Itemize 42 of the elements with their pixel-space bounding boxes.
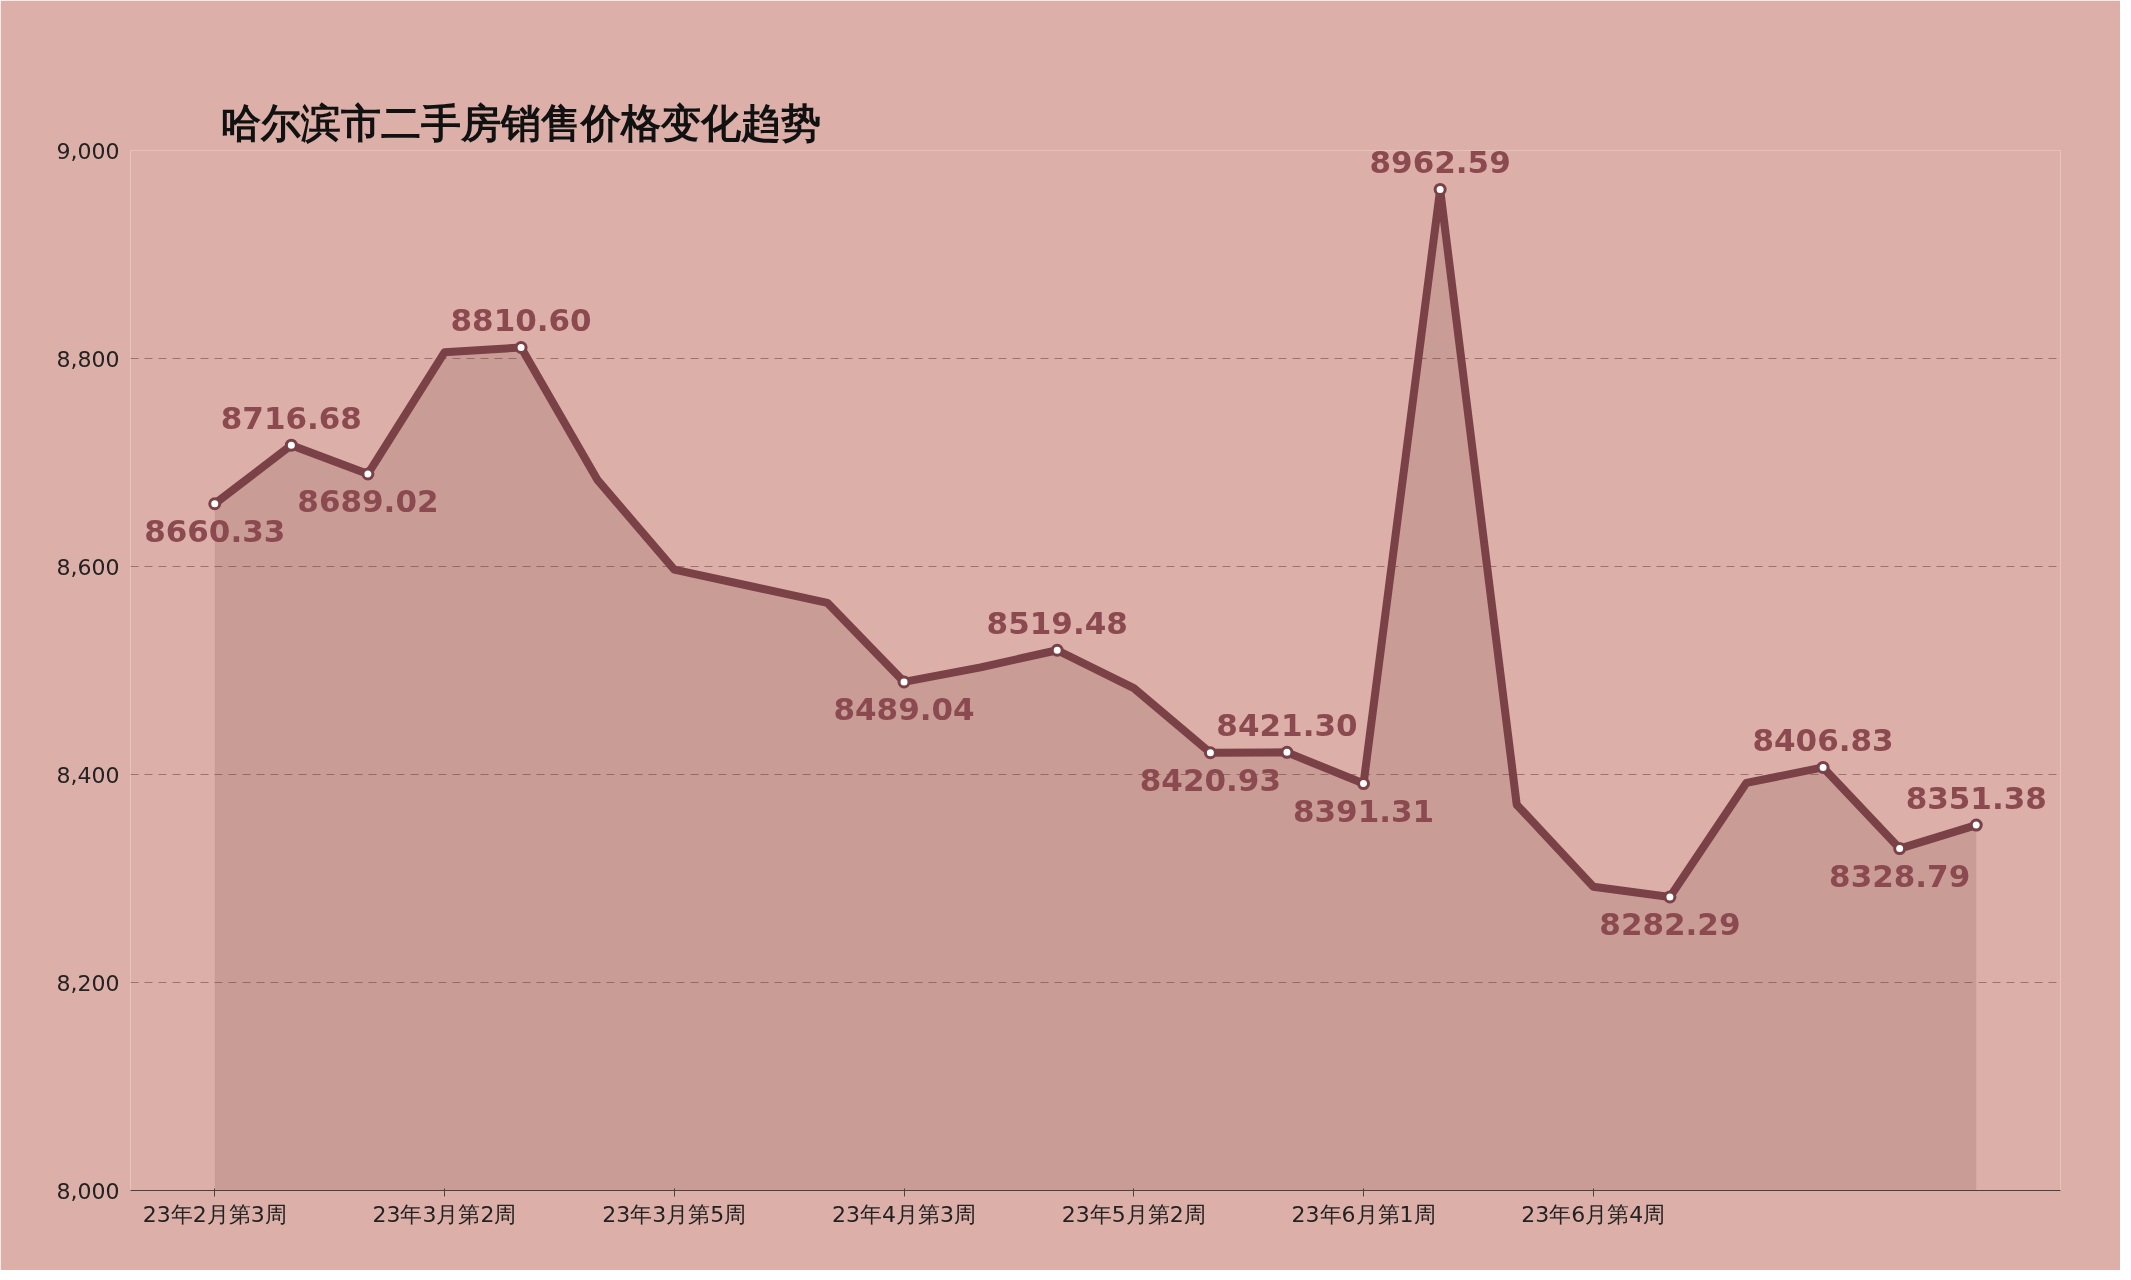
chart-title: 哈尔滨市二手房销售价格变化趋势 <box>220 99 821 146</box>
point <box>1050 643 1064 657</box>
data-label: 8391.31 <box>1292 792 1435 829</box>
x-tick-label: 23年6月第4周 <box>1521 1201 1666 1227</box>
y-tick-label: 8,000 <box>56 1178 120 1204</box>
point <box>1357 777 1371 791</box>
x-tick-label: 23年6月第1周 <box>1291 1201 1436 1227</box>
y-tick-label: 8,600 <box>56 554 120 580</box>
y-tick-label: 9,000 <box>56 138 120 164</box>
data-label: 8421.30 <box>1216 707 1358 744</box>
data-label: 8519.48 <box>986 605 1128 642</box>
data-label: 8489.04 <box>833 690 975 727</box>
y-tick-label: 8,200 <box>56 970 120 996</box>
point <box>514 340 528 354</box>
data-label: 8660.33 <box>144 512 286 549</box>
data-label: 8716.68 <box>220 400 362 437</box>
point <box>897 675 911 689</box>
x-tick-label: 23年5月第2周 <box>1061 1201 1206 1227</box>
data-label: 8689.02 <box>297 482 439 519</box>
point <box>1893 842 1907 856</box>
point <box>1433 182 1447 196</box>
x-tick-label: 23年2月第3周 <box>142 1201 287 1227</box>
x-tick-label: 23年3月第2周 <box>372 1201 517 1227</box>
x-tick-label: 23年4月第3周 <box>832 1201 977 1227</box>
data-label: 8420.93 <box>1139 761 1281 798</box>
data-label: 8282.29 <box>1599 905 1741 942</box>
data-label: 8810.60 <box>450 302 592 339</box>
data-label: 8406.83 <box>1752 722 1894 759</box>
point <box>284 438 298 452</box>
data-label: 8328.79 <box>1829 857 1971 894</box>
point <box>1203 746 1217 760</box>
x-tick-label: 23年3月第5周 <box>602 1201 747 1227</box>
data-label: 8351.38 <box>1905 780 2047 817</box>
data-label: 8962.59 <box>1369 144 1511 181</box>
point <box>208 497 222 511</box>
point <box>1280 745 1294 759</box>
y-tick-label: 8,400 <box>56 762 120 788</box>
y-tick-label: 8,800 <box>56 346 120 372</box>
point <box>361 467 375 481</box>
point <box>1663 890 1677 904</box>
point <box>1969 818 1983 832</box>
point <box>1816 760 1830 774</box>
